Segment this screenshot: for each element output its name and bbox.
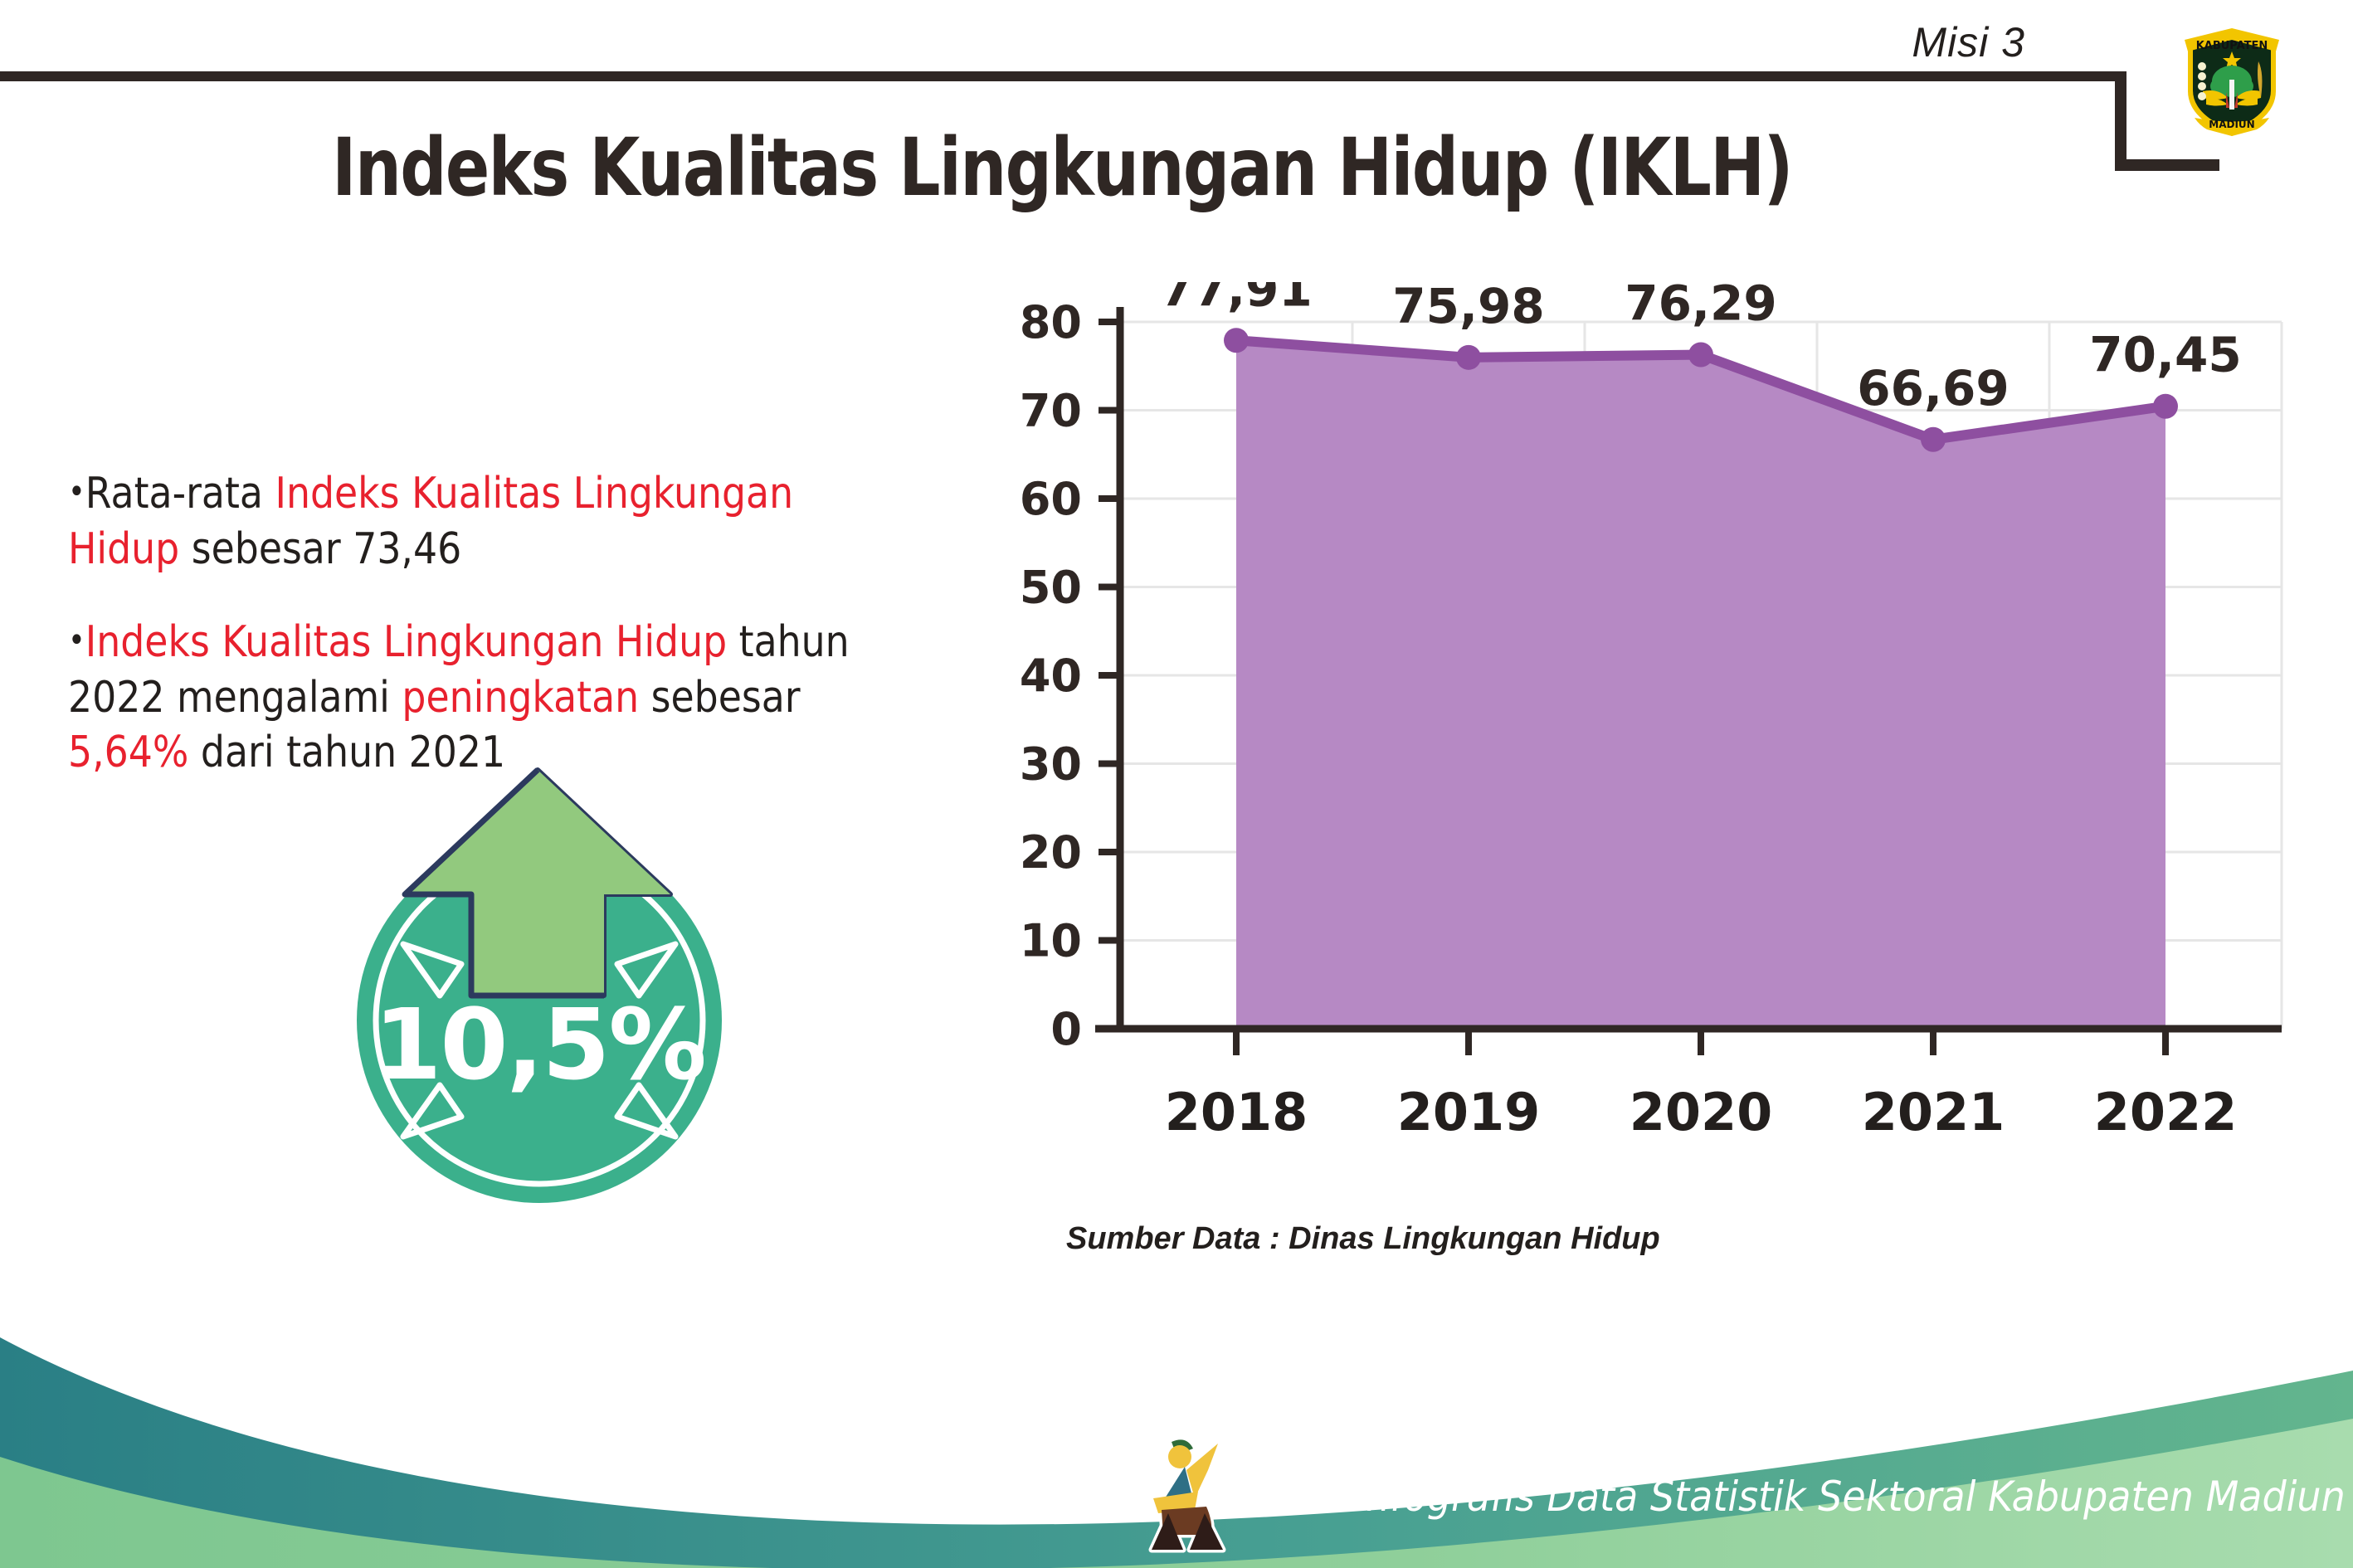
bullet-marker: • bbox=[68, 473, 85, 511]
chart-y-tick-label: 20 bbox=[1020, 826, 1082, 879]
chart-canvas: 77,91 75,98 76,29 66,69 70,45 0 10 20 30 40 50 60 70… bbox=[1020, 282, 2283, 1142]
dancer-figure-icon bbox=[1148, 1436, 1226, 1553]
page-title: Indeks Kualitas Lingkungan Hidup (IKLH) bbox=[332, 121, 1793, 214]
kabupaten-madiun-crest-icon: KABUPATEN MADIUN bbox=[2185, 28, 2279, 136]
chart-y-tick-label: 50 bbox=[1020, 562, 1082, 614]
chart-y-tick-label: 30 bbox=[1020, 738, 1082, 791]
bullet-text-run: sebesar 73,46 bbox=[179, 523, 462, 574]
growth-badge: 10,5% bbox=[324, 747, 755, 1211]
footer-caption: Media Infografis Data Statistik Sektoral… bbox=[1228, 1473, 2353, 1521]
chart-value-label: 70,45 bbox=[2089, 327, 2241, 383]
bullet-text-run: Indeks Kualitas Lingkungan Hidup bbox=[85, 617, 728, 668]
header-corner-vertical bbox=[2115, 71, 2126, 171]
header-corner-horizontal bbox=[2115, 159, 2219, 171]
badge-corner-triangles bbox=[400, 941, 679, 1140]
badge-circle bbox=[357, 838, 722, 1203]
chart-x-tick-label: 2019 bbox=[1397, 1082, 1541, 1142]
bullet-text-run: sebesar bbox=[639, 672, 801, 723]
badge-percent-value: 10,5% bbox=[373, 987, 706, 1102]
chart-area-fill bbox=[1236, 340, 2165, 1029]
footer-wave-decoration bbox=[0, 1337, 2353, 1568]
bullet-item: •Indeks Kualitas Lingkungan Hidup tahun … bbox=[68, 615, 856, 781]
bullet-text-run: Indeks Kualitas Lingkungan Hidup bbox=[68, 469, 794, 574]
chart-value-label: 76,29 bbox=[1625, 282, 1776, 332]
chart-data-point[interactable] bbox=[1688, 342, 1713, 368]
chart-y-tick-label: 10 bbox=[1020, 915, 1082, 967]
chart-value-label: 66,69 bbox=[1857, 360, 2009, 416]
chart-x-tick-label: 2018 bbox=[1165, 1082, 1308, 1142]
chart-data-point[interactable] bbox=[1224, 328, 1249, 353]
bullet-text-run: dari tahun 2021 bbox=[188, 728, 506, 778]
iklh-area-chart: 77,91 75,98 76,29 66,69 70,45 0 10 20 30 40 50 60 70… bbox=[954, 282, 2298, 1211]
chart-data-point[interactable] bbox=[2153, 393, 2178, 419]
header-divider-rule bbox=[0, 71, 2115, 81]
bullet-text-run: 5,64% bbox=[68, 728, 189, 778]
chart-y-tick-label: 60 bbox=[1020, 473, 1082, 525]
chart-y-tick-label: 80 bbox=[1020, 296, 1082, 348]
narrative-bullets: •Rata-rata Indeks Kualitas Lingkungan Hi… bbox=[68, 466, 964, 819]
bullet-item: •Rata-rata Indeks Kualitas Lingkungan Hi… bbox=[68, 466, 856, 577]
chart-source-note: Sumber Data : Dinas Lingkungan Hidup bbox=[1066, 1221, 1660, 1256]
chart-x-tick-label: 2022 bbox=[2094, 1082, 2238, 1142]
chart-y-tick-label: 40 bbox=[1020, 650, 1082, 702]
chart-x-tick-label: 2020 bbox=[1630, 1082, 1773, 1142]
svg-text:MADIUN: MADIUN bbox=[2209, 119, 2254, 130]
chart-value-label: 75,98 bbox=[1392, 282, 1544, 334]
misi-label: Misi 3 bbox=[1912, 19, 2025, 66]
bullet-text-run: Rata-rata bbox=[85, 469, 275, 519]
bullet-text-run: tahun 2022 mengalami bbox=[68, 617, 850, 723]
growth-badge-graphic bbox=[357, 767, 722, 1203]
bullet-marker: • bbox=[68, 621, 85, 660]
bullet-text-run: peningkatan bbox=[402, 672, 640, 723]
chart-value-label: 77,91 bbox=[1160, 282, 1312, 317]
chart-data-point[interactable] bbox=[1456, 344, 1481, 370]
chart-data-point[interactable] bbox=[1921, 426, 1946, 452]
svg-text:KABUPATEN: KABUPATEN bbox=[2196, 40, 2268, 52]
chart-x-tick-label: 2021 bbox=[1862, 1082, 2005, 1142]
chart-y-tick-label: 0 bbox=[1050, 1003, 1082, 1055]
up-arrow-icon bbox=[402, 767, 673, 999]
chart-y-tick-label: 70 bbox=[1020, 385, 1082, 437]
